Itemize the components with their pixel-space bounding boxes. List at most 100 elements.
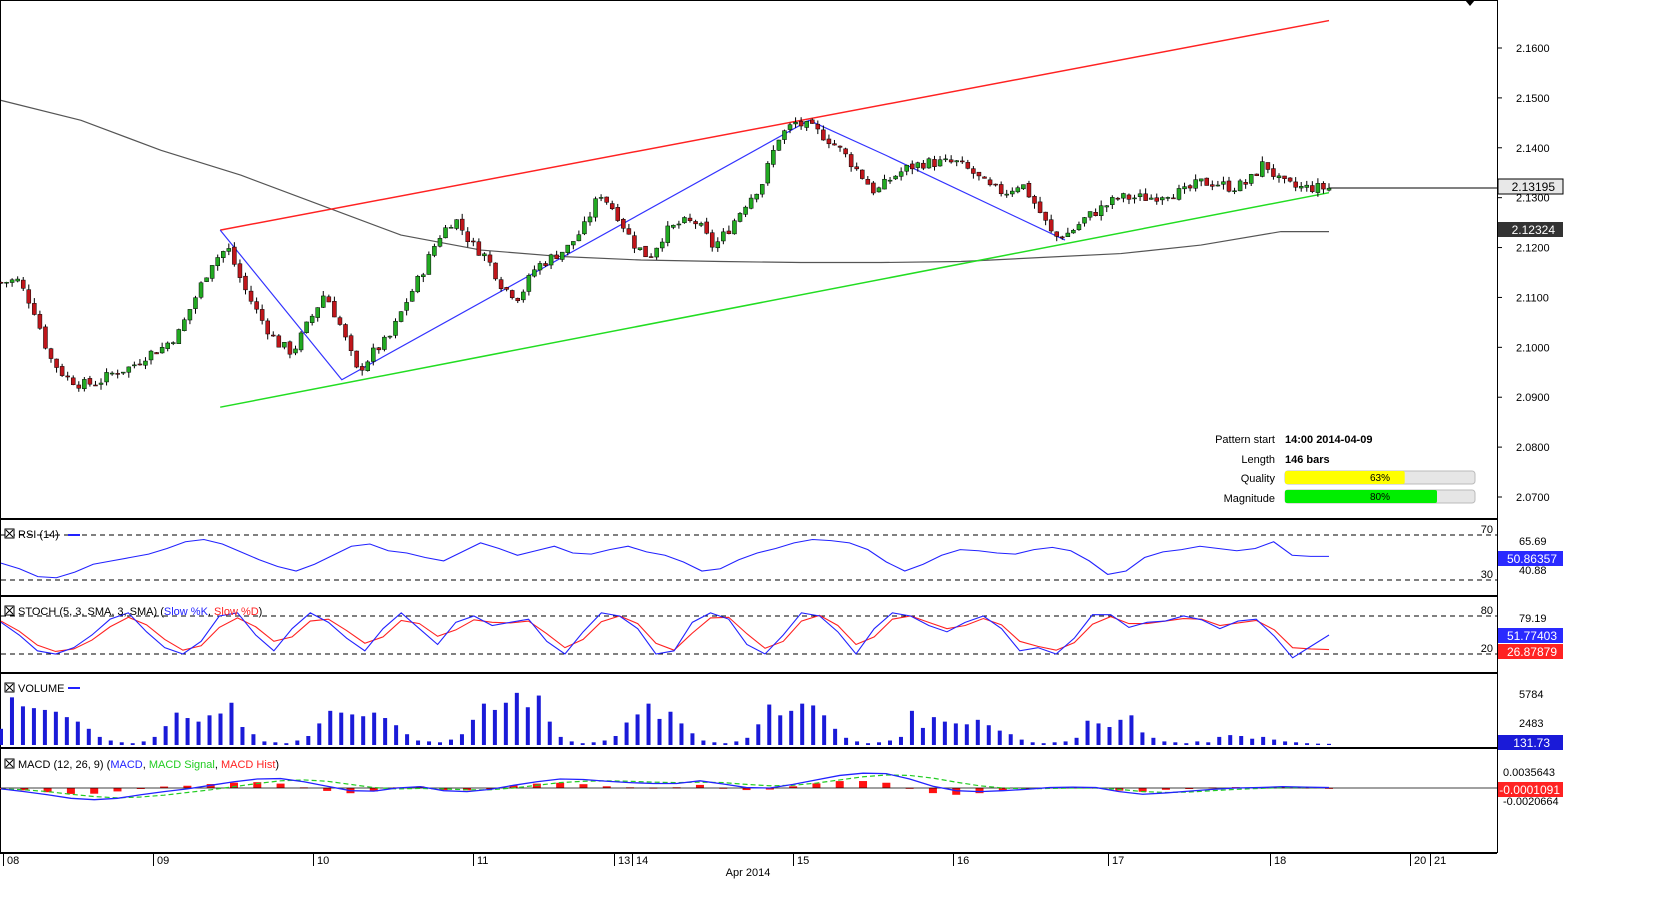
candle-body bbox=[1204, 177, 1210, 186]
volume-bar bbox=[701, 740, 706, 745]
candle-body bbox=[437, 238, 443, 247]
magnitude-bar-fill bbox=[1285, 490, 1437, 503]
candle-body bbox=[676, 223, 682, 226]
volume-bar bbox=[547, 721, 552, 745]
volume-bar bbox=[492, 709, 497, 745]
volume-bar bbox=[262, 741, 267, 745]
candle-body bbox=[493, 262, 498, 280]
candle-body bbox=[1165, 197, 1171, 199]
macd-hist-bar bbox=[462, 788, 471, 791]
scroll-marker-icon[interactable] bbox=[1465, 0, 1475, 6]
candle-body bbox=[432, 246, 437, 256]
volume-bar bbox=[163, 726, 168, 745]
candle-body bbox=[960, 160, 965, 163]
candle-body bbox=[621, 218, 626, 229]
candle-body bbox=[1060, 236, 1065, 239]
volume-bar bbox=[438, 742, 443, 745]
volume-bar bbox=[1041, 743, 1046, 745]
candle-body bbox=[576, 234, 582, 242]
volume-value-label: 131.73 bbox=[1513, 736, 1550, 750]
candle-body bbox=[0, 282, 4, 284]
volume-bar bbox=[1008, 734, 1013, 745]
volume-bar bbox=[317, 723, 322, 745]
volume-bar bbox=[75, 721, 80, 745]
candle-body bbox=[182, 319, 187, 331]
volume-bar bbox=[229, 702, 234, 745]
volume-bar bbox=[1217, 736, 1222, 745]
candle-body bbox=[1171, 197, 1176, 200]
volume-bar bbox=[723, 743, 728, 745]
candle-body bbox=[1048, 219, 1054, 232]
volume-bar bbox=[372, 712, 377, 745]
candle-body bbox=[448, 227, 454, 229]
stoch-d-value-tag bbox=[1498, 644, 1563, 659]
candle-body bbox=[104, 372, 109, 383]
volume-bar bbox=[756, 724, 761, 745]
candle-body bbox=[654, 247, 659, 258]
moving-average-line bbox=[0, 99, 1329, 264]
candle-body bbox=[532, 269, 537, 277]
volume-bar bbox=[328, 710, 333, 745]
stoch-d-value-label: 26.87879 bbox=[1507, 645, 1557, 659]
volume-panel-header: VOLUME 5784 2483 131.73 bbox=[4, 682, 1563, 750]
candle-body bbox=[626, 228, 632, 235]
macd-hist-bar bbox=[742, 788, 751, 791]
volume-bar bbox=[174, 712, 179, 745]
price-axis-label: 2.1300 bbox=[1516, 193, 1550, 205]
price-axis-label: 2.0800 bbox=[1516, 442, 1550, 454]
candle-body bbox=[1265, 162, 1271, 170]
candle-body bbox=[137, 363, 143, 366]
candle-body bbox=[971, 168, 976, 174]
candle-body bbox=[887, 179, 893, 182]
ma-price-label: 2.12324 bbox=[1512, 223, 1556, 237]
candle-body bbox=[543, 263, 548, 266]
candle-body bbox=[1226, 180, 1232, 192]
candle-body bbox=[120, 371, 126, 374]
x-axis-day-label: 09 bbox=[157, 855, 169, 867]
volume-bar bbox=[481, 703, 486, 745]
macd-title: MACD (12, 26, 9) (MACD, MACD Signal, MAC… bbox=[18, 759, 279, 771]
candle-body bbox=[1271, 168, 1276, 177]
candle-body bbox=[276, 335, 282, 348]
candle-body bbox=[1115, 197, 1121, 200]
volume-bar bbox=[514, 692, 519, 745]
volume-bar bbox=[1239, 736, 1244, 745]
macd-hist-bar bbox=[136, 788, 145, 789]
candle-body bbox=[898, 171, 904, 177]
candle-body bbox=[648, 256, 654, 258]
candle-body bbox=[193, 297, 198, 309]
candle-body bbox=[382, 336, 387, 350]
volume-bar bbox=[1261, 736, 1266, 745]
volume-bar bbox=[668, 711, 673, 745]
volume-bar bbox=[877, 742, 882, 745]
candle-body bbox=[976, 171, 982, 177]
macd-value-tag bbox=[1498, 782, 1563, 797]
candle-body bbox=[1254, 173, 1260, 176]
volume-bar bbox=[97, 736, 102, 745]
candle-body bbox=[221, 251, 226, 258]
volume-bar bbox=[712, 742, 717, 745]
volume-bar bbox=[141, 741, 146, 745]
candle-body bbox=[609, 203, 615, 210]
candle-body bbox=[1082, 217, 1087, 224]
candle-body bbox=[70, 377, 76, 385]
candle-body bbox=[1143, 193, 1148, 201]
volume-bar bbox=[1129, 715, 1134, 745]
volume-bar bbox=[942, 721, 947, 745]
candle-body bbox=[1087, 211, 1093, 218]
x-axis-day-label: 11 bbox=[477, 855, 488, 867]
macd-panel-frame bbox=[0, 748, 1498, 853]
macd-hist-bar bbox=[789, 786, 798, 788]
macd-hist-bar bbox=[323, 788, 332, 791]
volume-bar bbox=[306, 736, 311, 745]
candle-body bbox=[4, 281, 9, 284]
candle-body bbox=[265, 320, 270, 335]
candle-body bbox=[48, 348, 54, 359]
candle-body bbox=[987, 179, 993, 186]
volume-bar bbox=[86, 728, 91, 745]
rsi-level-high: 70 bbox=[1481, 524, 1493, 536]
candle-body bbox=[32, 303, 37, 315]
volume-bar bbox=[339, 712, 344, 745]
volume-bar bbox=[416, 740, 421, 745]
volume-close-cross-icon bbox=[5, 683, 14, 692]
